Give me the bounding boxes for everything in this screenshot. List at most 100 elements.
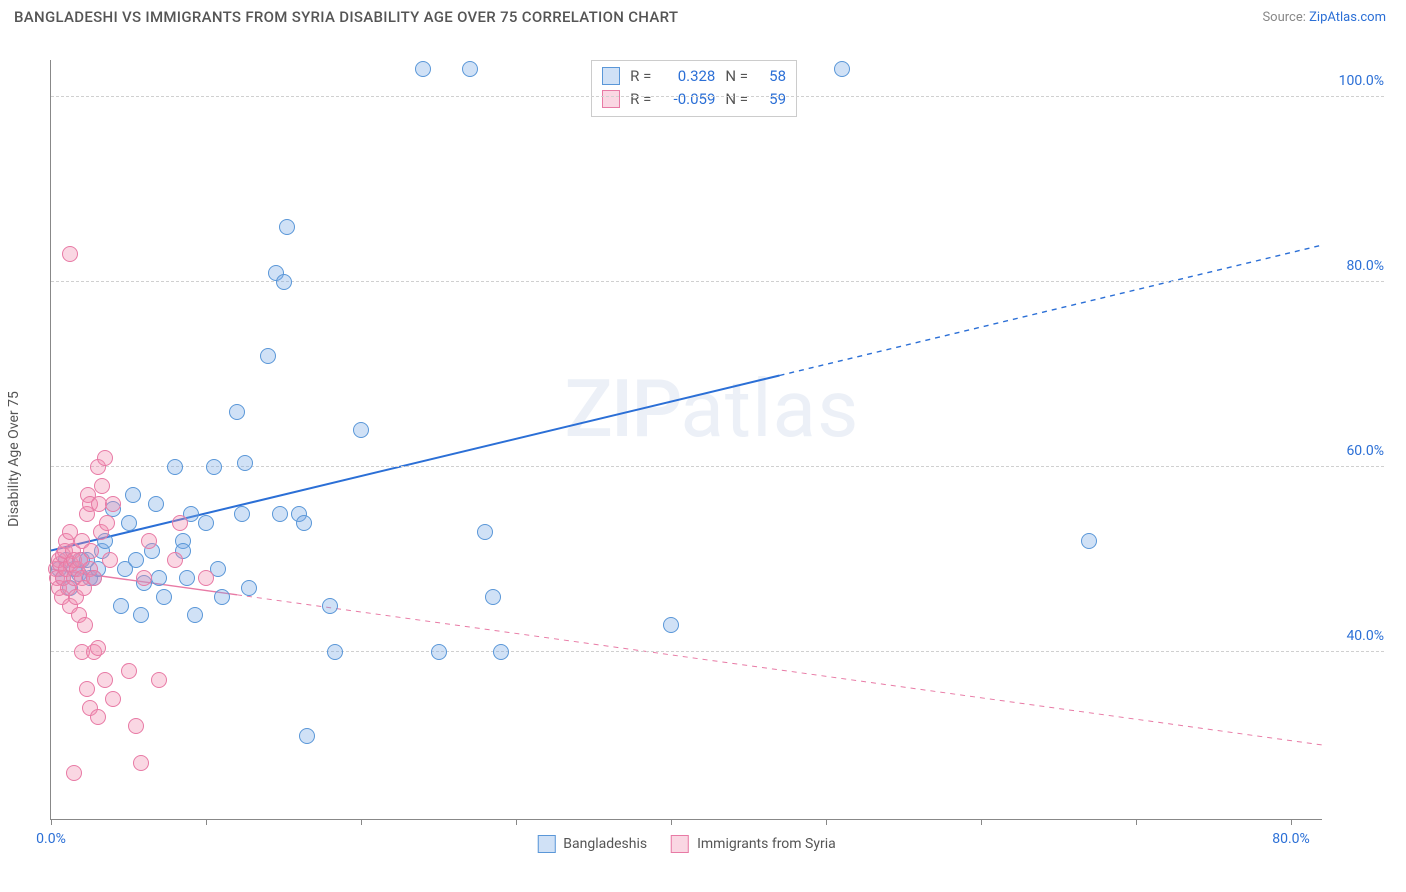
data-point <box>477 524 493 540</box>
data-point <box>62 246 78 262</box>
data-point <box>415 61 431 77</box>
data-point <box>206 459 222 475</box>
data-point <box>167 552 183 568</box>
data-point <box>79 681 95 697</box>
data-point <box>121 515 137 531</box>
n-value: 59 <box>758 88 786 111</box>
y-tick-label: 80.0% <box>1328 258 1384 274</box>
trend-lines <box>51 60 1322 819</box>
x-tick <box>826 819 827 825</box>
source-link[interactable]: ZipAtlas.com <box>1309 10 1386 25</box>
data-point <box>136 570 152 586</box>
data-point <box>172 515 188 531</box>
data-point <box>148 496 164 512</box>
stats-legend: R =0.328N =58R =-0.059N =59 <box>591 60 797 117</box>
data-point <box>187 607 203 623</box>
data-point <box>462 61 478 77</box>
data-point <box>272 506 288 522</box>
series-legend: Bangladeshis Immigrants from Syria <box>537 835 835 853</box>
y-tick-label: 100.0% <box>1328 73 1384 89</box>
gridline <box>51 96 1384 97</box>
data-point <box>1081 533 1097 549</box>
chart-title: BANGLADESHI VS IMMIGRANTS FROM SYRIA DIS… <box>14 8 678 26</box>
data-point <box>214 589 230 605</box>
stats-row: R =-0.059N =59 <box>602 88 786 111</box>
watermark-zip: ZIP <box>564 362 680 456</box>
data-point <box>128 552 144 568</box>
x-tick-label: 0.0% <box>36 831 66 847</box>
x-tick <box>981 819 982 825</box>
data-point <box>105 691 121 707</box>
legend-swatch <box>602 67 620 85</box>
data-point <box>485 589 501 605</box>
n-label: N = <box>725 65 748 88</box>
data-point <box>296 515 312 531</box>
source: Source: ZipAtlas.com <box>1262 10 1386 25</box>
data-point <box>102 552 118 568</box>
legend-label: Bangladeshis <box>563 836 647 852</box>
legend-swatch <box>602 90 620 108</box>
data-point <box>90 709 106 725</box>
data-point <box>66 765 82 781</box>
legend-swatch <box>537 835 555 853</box>
data-point <box>493 644 509 660</box>
legend-item: Bangladeshis <box>537 835 647 853</box>
data-point <box>151 570 167 586</box>
watermark: ZIPatlas <box>564 362 859 456</box>
x-tick-label: 80.0% <box>1272 831 1310 847</box>
chart-container: Disability Age Over 75 ZIPatlas R =0.328… <box>14 40 1392 878</box>
data-point <box>663 617 679 633</box>
data-point <box>234 506 250 522</box>
r-label: R = <box>630 88 651 111</box>
data-point <box>133 755 149 771</box>
y-tick-label: 60.0% <box>1328 443 1384 459</box>
data-point <box>260 348 276 364</box>
source-label: Source: <box>1262 10 1305 25</box>
data-point <box>83 543 99 559</box>
data-point <box>99 515 115 531</box>
data-point <box>241 580 257 596</box>
legend-item: Immigrants from Syria <box>671 835 836 853</box>
data-point <box>156 589 172 605</box>
data-point <box>94 478 110 494</box>
x-tick <box>516 819 517 825</box>
data-point <box>77 617 93 633</box>
n-value: 58 <box>758 65 786 88</box>
data-point <box>141 533 157 549</box>
r-value: 0.328 <box>661 65 715 88</box>
data-point <box>299 728 315 744</box>
x-tick <box>51 819 52 825</box>
data-point <box>97 672 113 688</box>
data-point <box>198 515 214 531</box>
data-point <box>90 640 106 656</box>
data-point <box>97 450 113 466</box>
data-point <box>179 570 195 586</box>
data-point <box>431 644 447 660</box>
data-point <box>167 459 183 475</box>
data-point <box>237 455 253 471</box>
gridline <box>51 281 1384 282</box>
y-axis-label: Disability Age Over 75 <box>6 391 22 527</box>
stats-row: R = 0.328 N = 58 <box>602 65 786 88</box>
data-point <box>322 598 338 614</box>
watermark-atlas: atlas <box>680 362 859 456</box>
x-tick <box>671 819 672 825</box>
data-point <box>121 663 137 679</box>
legend-label: Immigrants from Syria <box>697 836 836 852</box>
data-point <box>353 422 369 438</box>
x-tick <box>1136 819 1137 825</box>
data-point <box>229 404 245 420</box>
header: BANGLADESHI VS IMMIGRANTS FROM SYRIA DIS… <box>0 0 1406 30</box>
data-point <box>279 219 295 235</box>
data-point <box>198 570 214 586</box>
n-label: N = <box>725 88 748 111</box>
legend-swatch <box>671 835 689 853</box>
data-point <box>86 570 102 586</box>
data-point <box>133 607 149 623</box>
data-point <box>105 496 121 512</box>
x-tick <box>361 819 362 825</box>
x-tick <box>1291 819 1292 825</box>
r-label: R = <box>630 65 651 88</box>
data-point <box>834 61 850 77</box>
data-point <box>276 274 292 290</box>
